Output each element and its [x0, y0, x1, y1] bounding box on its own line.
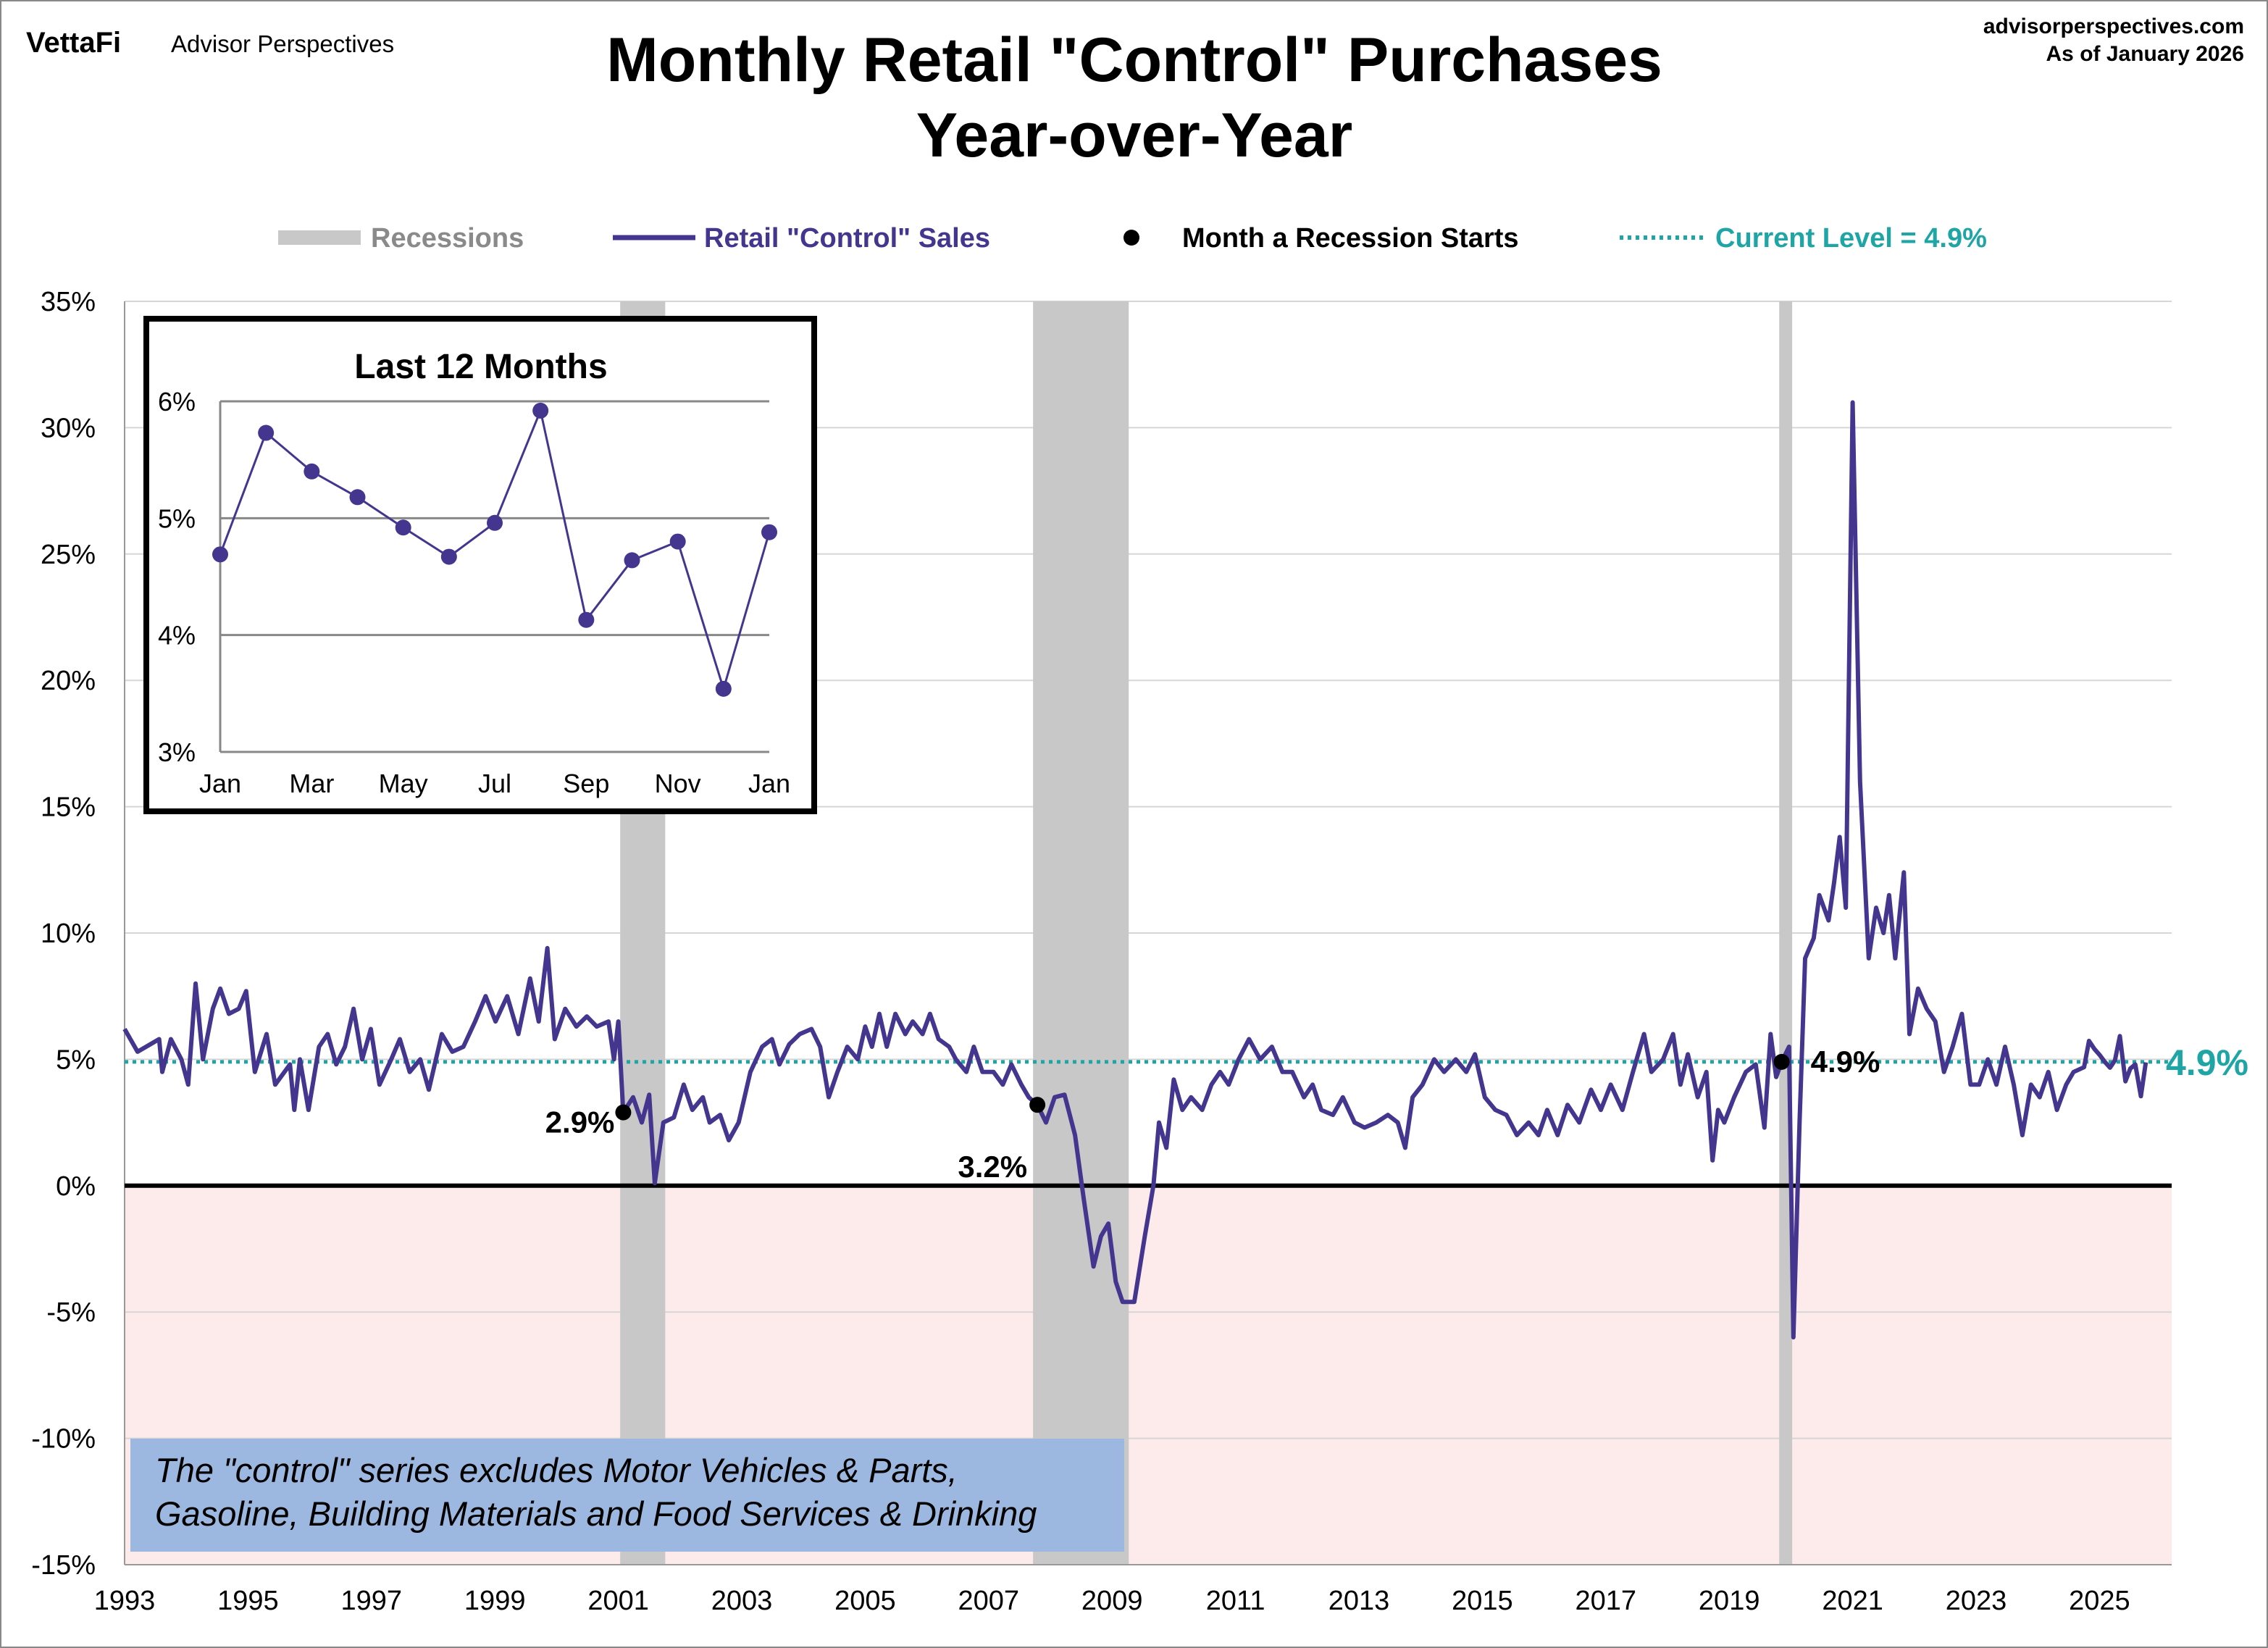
- x-tick-label: 2021: [1822, 1586, 1883, 1616]
- inset-x-tick-label: Sep: [563, 769, 609, 798]
- legend-recession-start: Month a Recession Starts: [1182, 223, 1519, 254]
- inset-data-point: [532, 402, 549, 419]
- site-url: advisorperspectives.com: [1983, 14, 2244, 38]
- recession-start-label: 2.9%: [545, 1105, 615, 1139]
- x-tick-label: 2025: [2069, 1586, 2130, 1616]
- x-tick-label: 1999: [464, 1586, 526, 1616]
- inset-y-tick-label: 4%: [158, 621, 196, 651]
- x-tick-label: 2009: [1081, 1586, 1143, 1616]
- legend-dot-icon: [1123, 230, 1139, 246]
- y-tick-label: 20%: [41, 666, 96, 696]
- y-tick-label: -15%: [31, 1550, 96, 1581]
- x-tick-label: 2023: [1946, 1586, 2007, 1616]
- brand-name: Advisor Perspectives: [171, 30, 394, 57]
- x-tick-label: 1997: [341, 1586, 403, 1616]
- inset-title: Last 12 Months: [354, 348, 607, 386]
- inset-x-tick-label: Mar: [289, 769, 334, 798]
- inset-x-tick-label: Jan: [199, 769, 241, 798]
- x-tick-label: 2005: [834, 1586, 896, 1616]
- inset-data-point: [761, 524, 777, 540]
- current-level-label: 4.9%: [2166, 1042, 2248, 1083]
- vettafi-logo: VettaFi: [26, 27, 121, 59]
- inset-data-point: [349, 489, 366, 506]
- x-tick-label: 2001: [587, 1586, 649, 1616]
- x-tick-label: 1993: [94, 1586, 156, 1616]
- legend-recessions: Recessions: [371, 223, 524, 254]
- inset-x-tick-label: Jul: [478, 769, 511, 798]
- y-tick-label: -10%: [31, 1424, 96, 1455]
- note-box: [130, 1439, 1124, 1552]
- y-tick-label: 0%: [56, 1171, 96, 1202]
- inset-data-point: [258, 424, 275, 441]
- y-tick-label: 30%: [41, 413, 96, 443]
- recession-start-dot: [1773, 1053, 1790, 1070]
- legend: Recessions Retail "Control" Sales Month …: [278, 223, 1987, 254]
- inset-data-point: [487, 514, 503, 531]
- recession-start-label: 3.2%: [958, 1150, 1027, 1184]
- recession-start-dot: [1029, 1097, 1046, 1113]
- chart-title-line1: Monthly Retail "Control" Purchases: [606, 25, 1662, 95]
- legend-recession-swatch: [278, 230, 361, 245]
- inset-y-tick-label: 6%: [158, 387, 196, 417]
- y-tick-label: 25%: [41, 540, 96, 570]
- inset-data-point: [395, 519, 411, 536]
- recession-band: [1033, 301, 1129, 1565]
- x-tick-label: 2011: [1206, 1586, 1265, 1616]
- recession-start-label: 4.9%: [1811, 1045, 1880, 1079]
- inset-y-tick-label: 5%: [158, 503, 196, 533]
- x-tick-label: 1995: [217, 1586, 279, 1616]
- series-line: [122, 400, 2148, 1340]
- x-tick-label: 2019: [1699, 1586, 1760, 1616]
- inset-data-point: [212, 546, 228, 563]
- legend-current: Current Level = 4.9%: [1715, 223, 1987, 254]
- inset-data-point: [304, 463, 320, 480]
- x-tick-label: 2017: [1576, 1586, 1637, 1616]
- y-tick-label: 5%: [56, 1045, 96, 1075]
- chart-title-line2: Year-over-Year: [916, 101, 1352, 170]
- inset-x-tick-label: Jan: [748, 769, 790, 798]
- inset-x-tick-label: May: [379, 769, 428, 798]
- y-tick-label: 15%: [41, 792, 96, 823]
- x-tick-label: 2015: [1452, 1586, 1513, 1616]
- x-tick-label: 2007: [958, 1586, 1020, 1616]
- inset-box: [143, 316, 817, 814]
- legend-series: Retail "Control" Sales: [704, 223, 990, 254]
- inset-x-tick-label: Nov: [655, 769, 701, 798]
- recession-start-dot: [615, 1104, 632, 1121]
- inset-data-point: [578, 611, 595, 628]
- inset-data-point: [624, 552, 640, 569]
- y-tick-label: 10%: [41, 919, 96, 949]
- as-of-date: As of January 2026: [2046, 42, 2244, 66]
- y-tick-label: -5%: [46, 1297, 96, 1328]
- recession-band: [1779, 301, 1793, 1565]
- note-line1: The "control" series excludes Motor Vehi…: [155, 1451, 958, 1489]
- y-tick-label: 35%: [41, 287, 96, 317]
- inset-data-point: [440, 548, 457, 565]
- x-tick-label: 2003: [711, 1586, 773, 1616]
- inset-data-point: [669, 533, 686, 550]
- inset-data-point: [715, 680, 732, 697]
- x-tick-label: 2013: [1328, 1586, 1390, 1616]
- inset-y-tick-label: 3%: [158, 737, 196, 767]
- note-line2: Gasoline, Building Materials and Food Se…: [155, 1494, 1037, 1533]
